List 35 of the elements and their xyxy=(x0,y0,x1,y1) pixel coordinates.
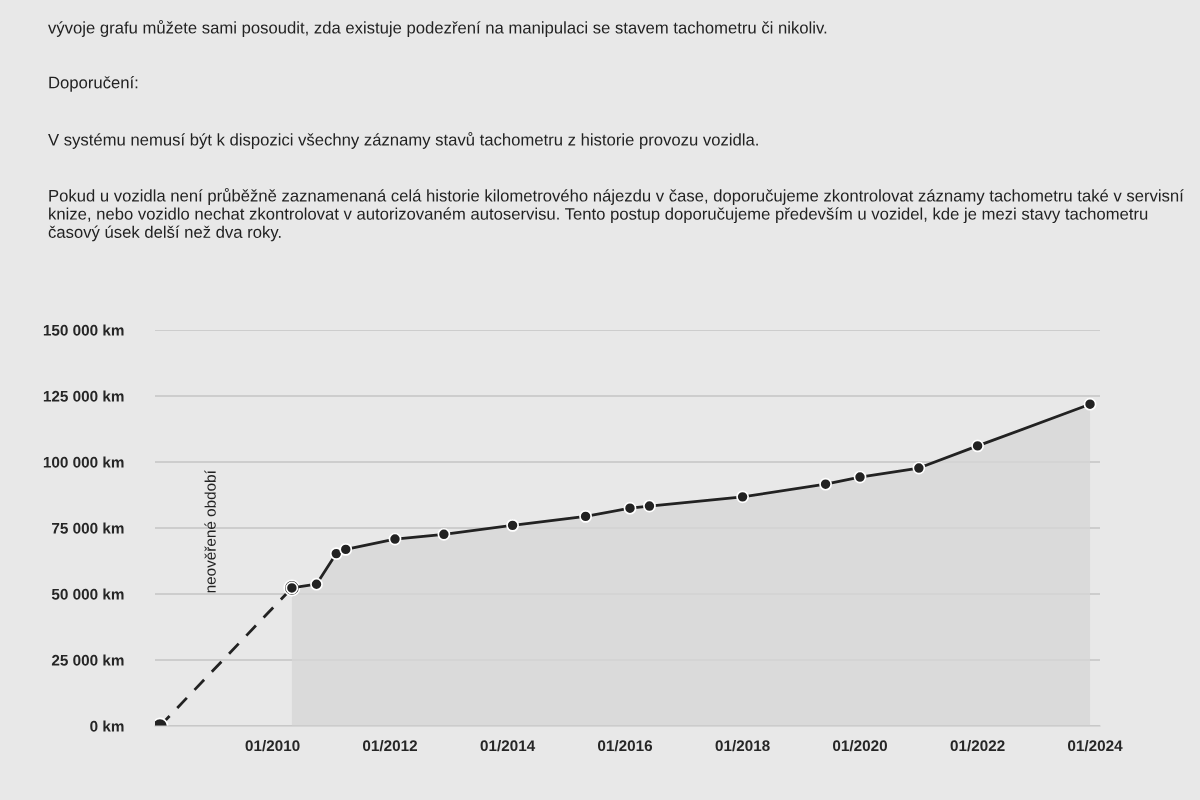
x-tick-label: 01/2024 xyxy=(1068,739,1123,752)
point xyxy=(1083,397,1097,411)
point xyxy=(971,439,984,453)
x-tick-label: 01/2020 xyxy=(833,739,887,752)
point xyxy=(623,501,637,515)
y-tick-label: 125 000 km xyxy=(43,390,124,402)
point xyxy=(437,527,451,541)
point xyxy=(310,577,323,591)
point xyxy=(912,461,926,475)
text: Doporučení: xyxy=(49,76,138,92)
text: Pokud u vozidla není průběžně zaznamenaná celá historie kilometrového nájezdu v čase, doporučujeme zkontrolovat záznamy tachometru také v servisní knize, nebo vozidlo nechat zkontrolovat v autorizovaném autoservisu. Tento postup doporučujeme především u vozidel, kde je mezi stavy tachometru časový úsek delší než dva roky. xyxy=(48,188,1184,242)
annotation: neověřené období xyxy=(204,470,216,593)
y-tick-label: 150 000 km xyxy=(43,324,124,336)
x-tick-label: 01/2012 xyxy=(363,739,418,752)
text: V systému nemusí být k dispozici všechny záznamy stavů tachometru z historie provozu vozidla. xyxy=(48,132,758,149)
point xyxy=(339,542,353,556)
y-tick-label: 75 000 km xyxy=(52,522,124,534)
point xyxy=(643,499,656,513)
point xyxy=(853,470,867,484)
y-tick-label: 25 000 km xyxy=(51,654,124,666)
x-tick-label: 01/2018 xyxy=(715,739,770,752)
point xyxy=(819,477,832,491)
y-tick-label: 50 000 km xyxy=(51,588,124,600)
point xyxy=(579,509,592,523)
y-tick-label: 100 000 km xyxy=(43,456,124,468)
text: vývoje grafu můžete sami posoudit, zda existuje podezření na manipulaci se stavem tachometru či nikoliv. xyxy=(48,20,827,37)
point xyxy=(388,532,402,546)
x-tick-label: 01/2014 xyxy=(480,739,536,752)
point xyxy=(329,547,343,560)
y-tick-label: 0 km xyxy=(90,720,124,732)
x-tick-label: 01/2022 xyxy=(950,739,1005,752)
x-tick-label: 01/2016 xyxy=(598,739,653,752)
point xyxy=(506,518,519,532)
point xyxy=(736,490,749,504)
x-tick-label: 01/2010 xyxy=(245,739,300,752)
